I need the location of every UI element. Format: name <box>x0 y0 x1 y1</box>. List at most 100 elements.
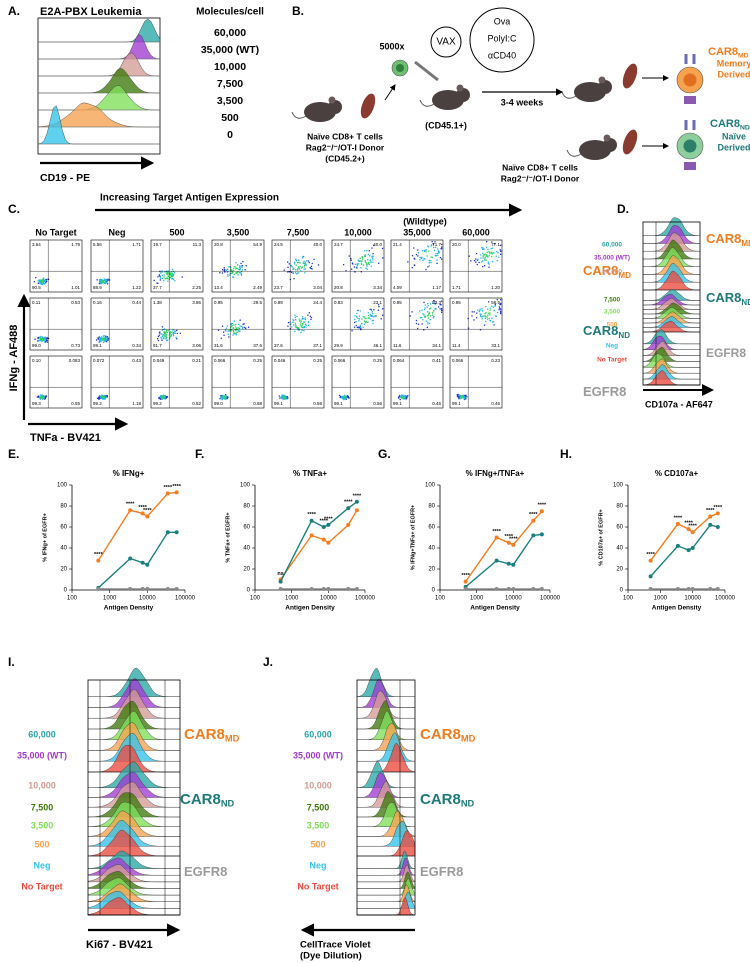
data-point <box>686 586 691 591</box>
quadrant-value: 13.4 <box>214 285 223 290</box>
event-dot <box>500 244 502 246</box>
data-point <box>326 540 331 545</box>
event-dot <box>171 275 173 277</box>
event-dot <box>339 394 341 397</box>
event-dot <box>433 300 435 302</box>
event-dot <box>495 255 497 257</box>
group-name: EGFR8 <box>706 346 746 360</box>
quadrant-value: 53.3 <box>432 300 441 305</box>
significance-label: **** <box>504 534 513 540</box>
quadrant-value: 0.10 <box>32 358 41 363</box>
event-dot <box>370 261 372 263</box>
event-dot <box>437 250 439 252</box>
panel-letter: G. <box>378 447 391 461</box>
event-dot <box>226 271 228 273</box>
panel-letter: H. <box>560 447 572 461</box>
data-point <box>165 530 170 535</box>
event-dot <box>176 338 178 340</box>
event-dot <box>304 261 306 263</box>
event-dot <box>162 334 164 336</box>
event-dot <box>43 277 45 279</box>
mouse-tail <box>561 91 577 99</box>
event-dot <box>166 329 168 331</box>
event-dot <box>105 278 107 281</box>
event-dot <box>417 255 419 257</box>
event-dot <box>366 264 368 266</box>
quadrant-value: 2.49 <box>253 285 262 290</box>
data-point <box>354 586 359 591</box>
event-dot <box>96 279 98 281</box>
data-point <box>675 521 680 526</box>
event-dot <box>366 268 368 270</box>
event-dot <box>431 312 434 314</box>
quadrant-value: 0.46 <box>432 401 441 406</box>
data-point <box>326 586 331 591</box>
data-point <box>506 586 511 591</box>
event-dot <box>481 246 483 249</box>
column-label: Neg <box>108 227 125 237</box>
event-dot <box>287 271 289 273</box>
event-dot <box>221 272 224 274</box>
flow-plot <box>90 239 144 293</box>
event-dot <box>427 305 429 307</box>
event-dot <box>105 336 107 338</box>
event-dot <box>44 280 46 282</box>
event-dot <box>103 396 105 398</box>
event-dot <box>39 280 41 282</box>
quadrant-value: 0.066 <box>214 358 226 363</box>
data-point <box>494 535 499 540</box>
event-dot <box>484 317 486 320</box>
event-dot <box>292 321 294 323</box>
event-dot <box>224 397 226 399</box>
event-dot <box>34 338 36 340</box>
event-dot <box>310 318 312 320</box>
event-dot <box>489 253 491 255</box>
adjuvant: αCD40 <box>488 50 516 60</box>
event-dot <box>100 281 102 283</box>
event-dot <box>224 329 226 331</box>
event-dot <box>411 267 413 269</box>
event-dot <box>364 321 366 323</box>
event-dot <box>231 323 234 325</box>
event-dot <box>99 336 101 338</box>
event-dot <box>235 267 238 269</box>
flow-plot <box>390 355 444 409</box>
event-dot <box>297 327 299 329</box>
event-dot <box>40 335 42 338</box>
x-tick-label: 100 <box>623 596 634 602</box>
event-dot <box>233 267 235 270</box>
condition-label: Neg <box>606 343 618 350</box>
series-line <box>279 501 358 582</box>
event-dot <box>364 250 366 252</box>
panel-letter: B. <box>292 4 304 18</box>
event-dot <box>103 397 106 399</box>
event-dot <box>421 257 423 260</box>
event-dot <box>99 278 101 281</box>
event-dot <box>378 304 380 306</box>
x-tick-label: 1000 <box>285 596 299 602</box>
event-dot <box>225 327 228 329</box>
quadrant-value: 99.1 <box>452 401 461 406</box>
event-dot <box>361 256 363 258</box>
event-dot <box>313 258 315 261</box>
event-dot <box>458 397 460 399</box>
event-dot <box>423 249 425 252</box>
event-dot <box>159 397 161 399</box>
chart-title: % IFNg+/TNFa+ <box>466 469 525 478</box>
event-dot <box>427 314 429 317</box>
event-dot <box>435 253 437 255</box>
data-point <box>96 558 101 563</box>
event-dot <box>341 397 344 399</box>
event-dot <box>298 267 300 269</box>
event-dot <box>290 264 292 267</box>
event-dot <box>105 338 107 340</box>
data-point <box>346 522 351 527</box>
event-dot <box>159 276 161 278</box>
x-axis-label: Antigen Density <box>652 605 702 612</box>
event-dot <box>221 397 224 399</box>
event-dot <box>41 283 44 286</box>
event-dot <box>43 337 45 339</box>
event-dot <box>364 261 367 263</box>
quadrant-value: 0.89 <box>274 300 283 305</box>
event-dot <box>158 332 161 334</box>
